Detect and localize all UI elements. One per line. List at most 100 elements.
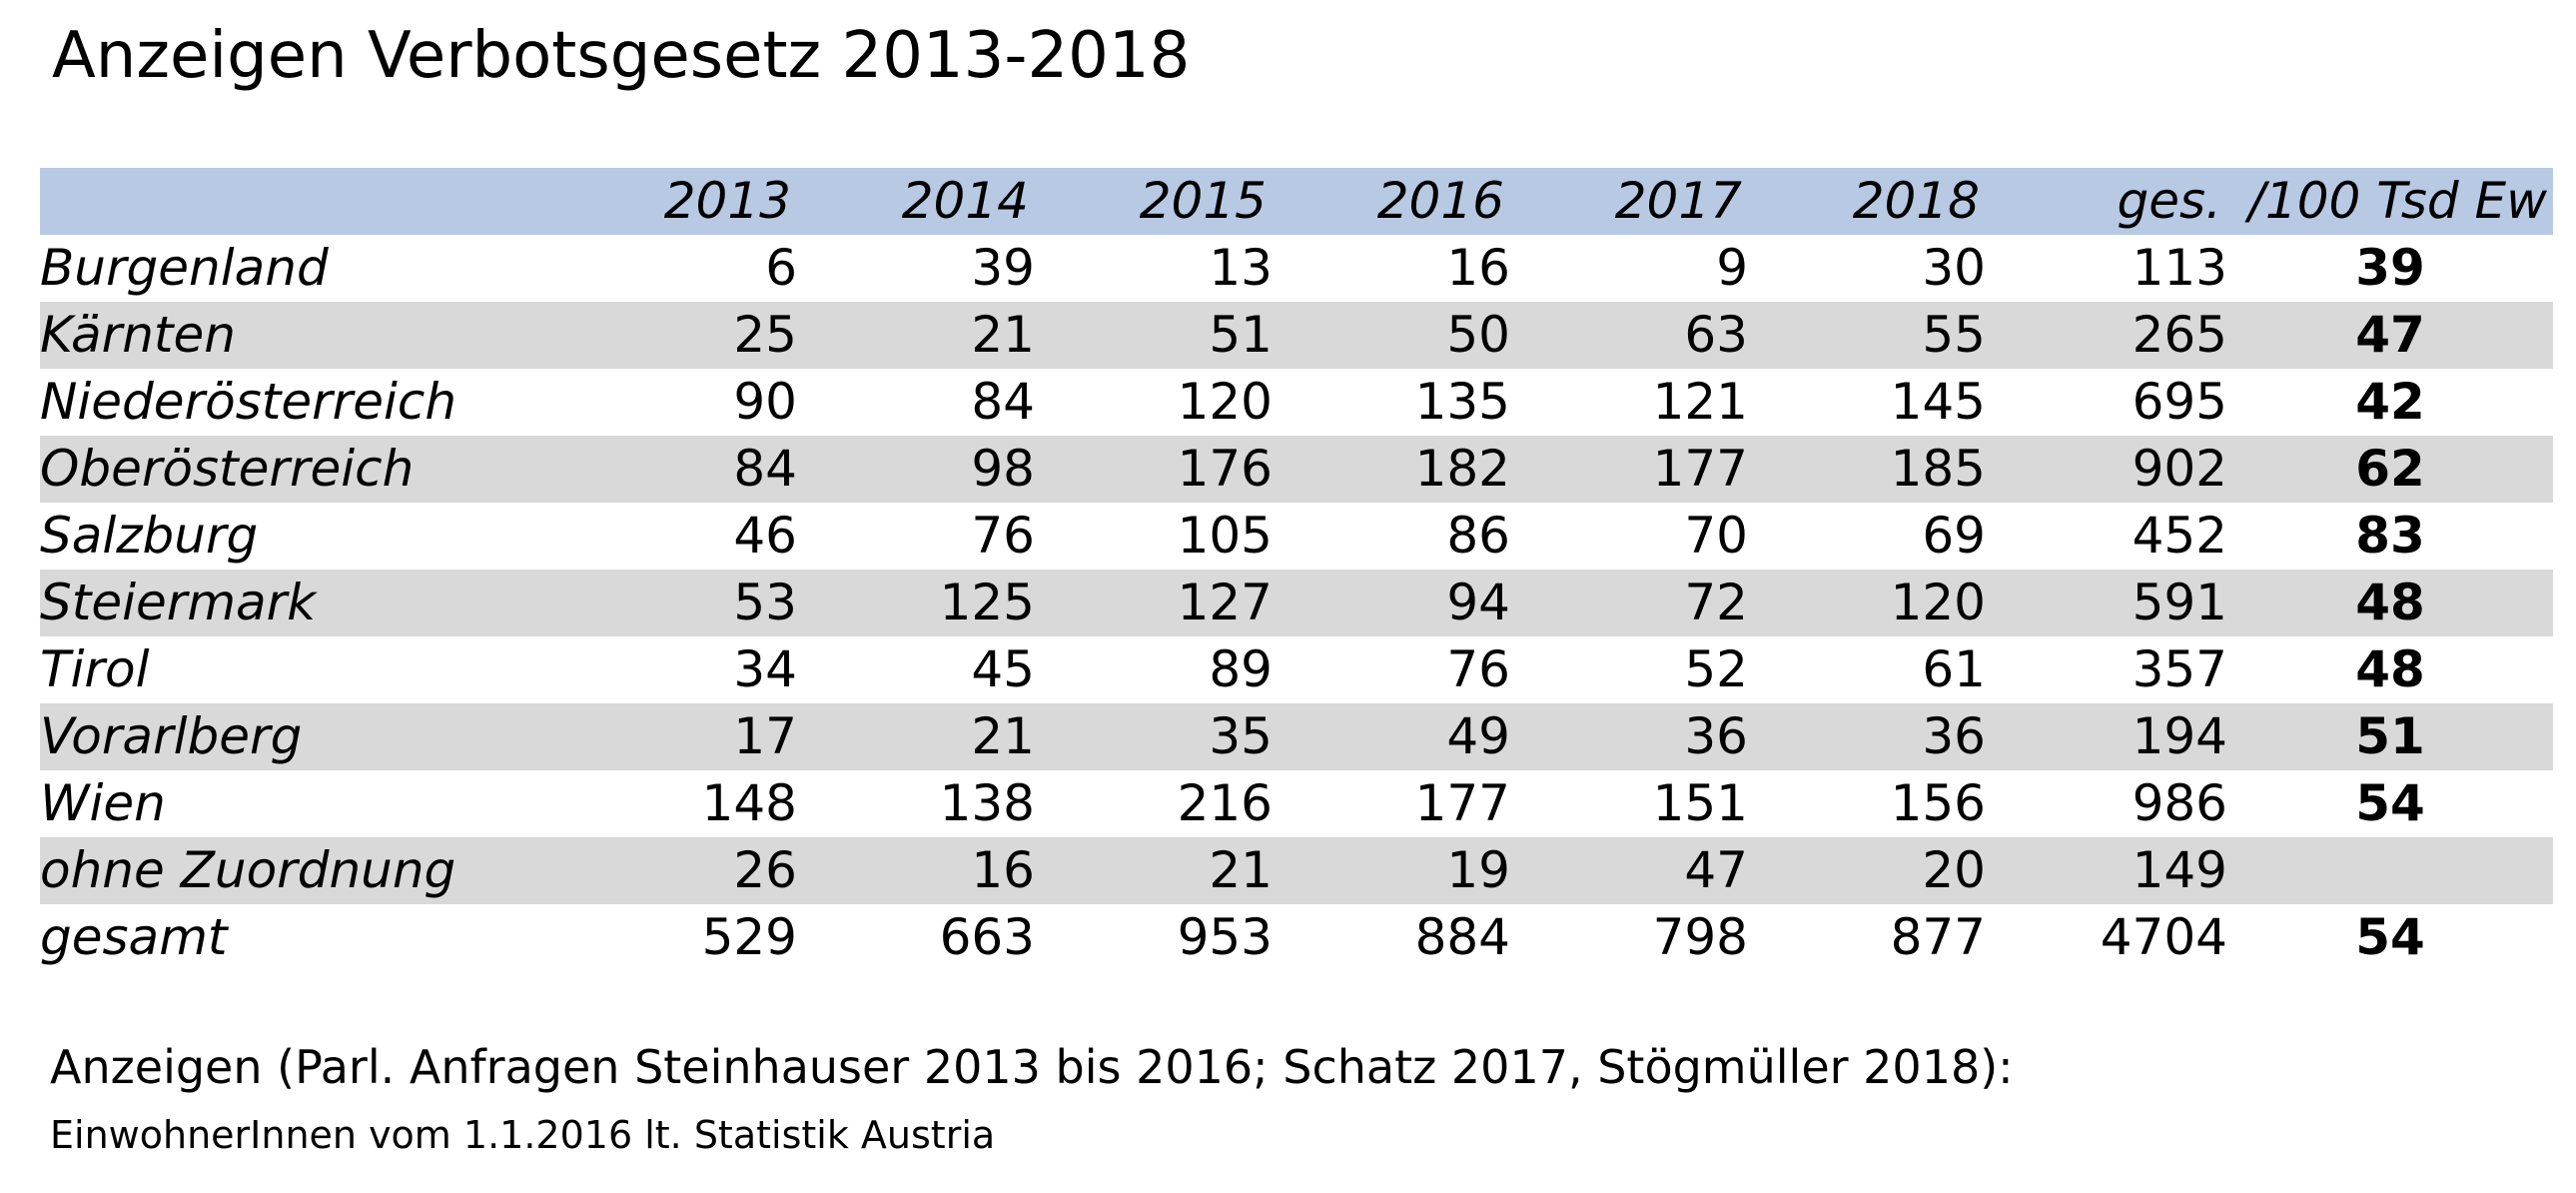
region-cell: Vorarlberg: [40, 707, 303, 765]
value-cell: 52: [1684, 640, 1748, 698]
value-cell: 89: [1209, 640, 1273, 698]
value-cell: 53: [733, 574, 797, 631]
value-cell: 156: [1890, 774, 1986, 832]
value-cell: 72: [1684, 574, 1748, 631]
region-cell: Burgenland: [40, 239, 329, 297]
value-cell: 76: [1446, 640, 1510, 698]
region-cell: ohne Zuordnung: [40, 841, 456, 899]
table-row: Steiermark 53 125 127 94 72 120 591 48: [40, 570, 2553, 636]
value-cell: 884: [1414, 908, 1510, 966]
total-cell: 695: [2132, 373, 2227, 431]
column-header-2017: 2017: [1614, 172, 1742, 230]
value-cell: 39: [971, 239, 1035, 297]
rate-cell: 62: [2355, 440, 2425, 498]
rate-cell: 83: [2355, 507, 2425, 565]
value-cell: 953: [1177, 908, 1273, 966]
value-cell: 121: [1652, 373, 1748, 431]
value-cell: 76: [971, 507, 1035, 565]
value-cell: 26: [733, 841, 797, 899]
value-cell: 36: [1684, 707, 1748, 765]
value-cell: 36: [1922, 707, 1986, 765]
rate-cell: 48: [2355, 640, 2425, 698]
value-cell: 145: [1890, 373, 1986, 431]
value-cell: 84: [733, 440, 797, 498]
value-cell: 17: [733, 707, 797, 765]
value-cell: 138: [939, 774, 1035, 832]
value-cell: 798: [1652, 908, 1748, 966]
value-cell: 16: [1446, 239, 1510, 297]
value-cell: 63: [1684, 306, 1748, 364]
rate-cell: 47: [2355, 306, 2425, 364]
region-cell: Steiermark: [40, 574, 317, 631]
column-header-2016: 2016: [1376, 172, 1504, 230]
table-row: ohne Zuordnung 26 16 21 19 47 20 149: [40, 837, 2553, 904]
value-cell: 84: [971, 373, 1035, 431]
rate-cell: [2227, 837, 2553, 904]
value-cell: 151: [1652, 774, 1748, 832]
value-cell: 185: [1890, 440, 1986, 498]
value-cell: 21: [971, 306, 1035, 364]
value-cell: 127: [1177, 574, 1273, 631]
value-cell: 120: [1177, 373, 1273, 431]
value-cell: 148: [701, 774, 797, 832]
value-cell: 49: [1446, 707, 1510, 765]
rate-cell: 54: [2355, 908, 2425, 966]
total-cell: 149: [2132, 841, 2227, 899]
column-header-region: [40, 168, 559, 235]
value-cell: 120: [1890, 574, 1986, 631]
value-cell: 69: [1922, 507, 1986, 565]
table-row: gesamt 529 663 953 884 798 877 4704 54: [40, 904, 2553, 971]
value-cell: 877: [1890, 908, 1986, 966]
table-row: Tirol 34 45 89 76 52 61 357 48: [40, 636, 2553, 703]
value-cell: 9: [1716, 239, 1748, 297]
rate-cell: 42: [2355, 373, 2425, 431]
value-cell: 35: [1209, 707, 1273, 765]
value-cell: 61: [1922, 640, 1986, 698]
total-cell: 591: [2132, 574, 2227, 631]
value-cell: 46: [733, 507, 797, 565]
total-cell: 986: [2132, 774, 2227, 832]
region-cell: Salzburg: [40, 507, 259, 565]
value-cell: 34: [733, 640, 797, 698]
value-cell: 94: [1446, 574, 1510, 631]
total-cell: 113: [2132, 239, 2227, 297]
total-cell: 194: [2132, 707, 2227, 765]
region-cell: Wien: [40, 774, 166, 832]
value-cell: 70: [1684, 507, 1748, 565]
page-title: Anzeigen Verbotsgesetz 2013-2018: [52, 19, 1191, 93]
table-row: Oberösterreich 84 98 176 182 177 185 902 62: [40, 436, 2553, 503]
value-cell: 45: [971, 640, 1035, 698]
column-header-2015: 2015: [1139, 172, 1267, 230]
value-cell: 182: [1414, 440, 1510, 498]
value-cell: 47: [1684, 841, 1748, 899]
value-cell: 663: [939, 908, 1035, 966]
value-cell: 177: [1414, 774, 1510, 832]
value-cell: 51: [1209, 306, 1273, 364]
value-cell: 55: [1922, 306, 1986, 364]
value-cell: 98: [971, 440, 1035, 498]
region-cell: Oberösterreich: [40, 440, 415, 498]
region-cell: Kärnten: [40, 306, 236, 364]
total-cell: 265: [2132, 306, 2227, 364]
table-row: Wien 148 138 216 177 151 156 986 54: [40, 770, 2553, 837]
statistics-table: 2013 2014 2015 2016 2017 2018 ges. /100 …: [40, 168, 2553, 971]
table-row: Kärnten 25 21 51 50 63 55 265 47: [40, 302, 2553, 369]
source-footnote: Anzeigen (Parl. Anfragen Steinhauser 201…: [50, 1040, 2014, 1094]
value-cell: 30: [1922, 239, 1986, 297]
column-header-2018: 2018: [1852, 172, 1980, 230]
region-cell: Niederösterreich: [40, 373, 457, 431]
table-row: Salzburg 46 76 105 86 70 69 452 83: [40, 503, 2553, 570]
total-cell: 902: [2132, 440, 2227, 498]
value-cell: 13: [1209, 239, 1273, 297]
value-cell: 125: [939, 574, 1035, 631]
total-cell: 357: [2132, 640, 2227, 698]
value-cell: 529: [701, 908, 797, 966]
table-row: Niederösterreich 90 84 120 135 121 145 695 42: [40, 369, 2553, 436]
rate-cell: 48: [2355, 574, 2425, 631]
value-cell: 216: [1177, 774, 1273, 832]
rate-cell: 39: [2355, 239, 2425, 297]
value-cell: 176: [1177, 440, 1273, 498]
value-cell: 19: [1446, 841, 1510, 899]
total-cell: 4704: [2100, 908, 2227, 966]
value-cell: 90: [733, 373, 797, 431]
